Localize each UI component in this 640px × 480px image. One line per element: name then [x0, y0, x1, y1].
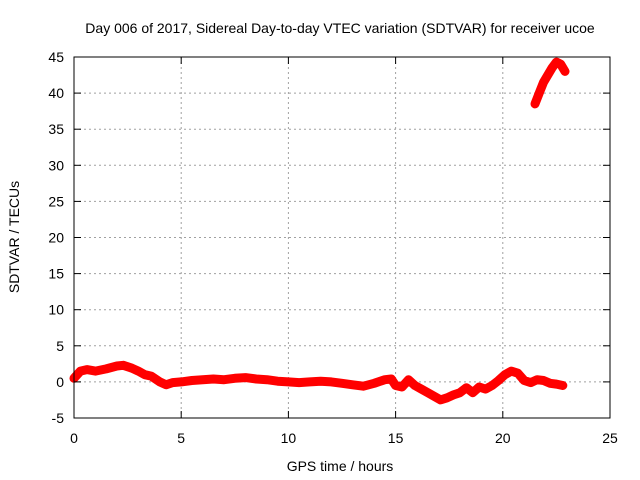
data-point — [507, 367, 516, 376]
data-point — [494, 376, 503, 385]
data-point — [155, 377, 164, 386]
data-point — [391, 381, 400, 390]
y-tick-label: 15 — [48, 266, 64, 282]
data-point — [488, 381, 497, 390]
data-point — [455, 388, 464, 397]
data-point — [230, 374, 239, 383]
data-point — [543, 71, 552, 80]
data-point — [147, 372, 156, 381]
data-point — [531, 99, 539, 108]
data-point — [359, 382, 368, 391]
data-point — [327, 377, 336, 386]
data-point — [481, 385, 490, 394]
x-tick-label: 15 — [388, 430, 404, 446]
data-point — [475, 383, 484, 391]
y-tick-label: 30 — [48, 157, 64, 173]
data-point — [561, 67, 569, 76]
data-point — [380, 375, 389, 384]
data-point — [449, 390, 458, 399]
data-point — [500, 370, 509, 379]
data-point — [398, 383, 406, 391]
data-point — [404, 375, 413, 384]
data-point — [284, 377, 293, 386]
y-tick-label: 40 — [48, 85, 64, 101]
x-tick-label: 0 — [70, 430, 78, 446]
data-point — [462, 383, 471, 392]
x-tick-label: 10 — [281, 430, 297, 446]
ticks: 0 5 10 15 20 25 -5 0 5 10 15 20 25 30 35 40 45 — [48, 49, 618, 446]
x-tick-label: 5 — [177, 430, 185, 446]
y-tick-label: 45 — [48, 49, 64, 65]
data-point — [513, 369, 522, 378]
data-point — [119, 361, 128, 370]
data-point — [468, 388, 477, 397]
data-point — [526, 378, 535, 387]
data-point — [546, 379, 554, 388]
data-point — [539, 376, 548, 385]
chart-title: Day 006 of 2017, Sidereal Day-to-day VTE… — [85, 20, 595, 36]
data-point — [338, 379, 346, 388]
data-point — [209, 375, 218, 383]
data-point — [241, 373, 250, 382]
data-point — [539, 78, 548, 87]
data-point — [82, 365, 91, 374]
data-point — [220, 375, 229, 384]
data-point — [134, 367, 143, 376]
y-tick-label: 5 — [56, 338, 64, 354]
x-tick-label: 25 — [602, 430, 618, 446]
x-axis-label: GPS time / hours — [287, 458, 394, 474]
data-point — [305, 377, 314, 386]
y-tick-label: -5 — [52, 410, 65, 426]
data-point — [168, 378, 177, 387]
data-point — [263, 375, 271, 384]
data-point — [187, 376, 196, 385]
data-point — [91, 367, 100, 376]
data-point — [548, 63, 557, 72]
data-point — [387, 375, 396, 383]
y-tick-label: 25 — [48, 193, 64, 209]
data-point — [436, 395, 445, 404]
data-point — [535, 89, 544, 98]
y-axis-label: SDTVAR / TECUs — [6, 181, 22, 293]
data-point — [198, 375, 207, 384]
data-point — [430, 392, 439, 401]
series-layer — [69, 57, 570, 405]
data-point — [410, 381, 419, 390]
x-tick-label: 20 — [495, 430, 511, 446]
y-tick-label: 35 — [48, 121, 64, 137]
data-point — [552, 380, 561, 389]
data-point — [112, 362, 121, 370]
data-point — [423, 388, 432, 397]
data-point — [162, 380, 171, 389]
data-point — [127, 364, 136, 373]
data-point — [443, 393, 452, 402]
y-tick-label: 10 — [48, 302, 64, 318]
data-point — [252, 375, 261, 383]
data-point — [558, 381, 567, 390]
y-tick-label: 20 — [48, 230, 64, 246]
data-point — [370, 379, 379, 388]
data-point — [177, 377, 186, 386]
data-point — [76, 367, 85, 376]
data-point — [417, 385, 426, 394]
data-point — [140, 370, 149, 379]
data-point — [556, 60, 565, 69]
data-point — [102, 364, 111, 373]
data-point — [295, 378, 304, 387]
data-point — [316, 377, 325, 386]
data-point — [348, 380, 357, 389]
data-point — [533, 375, 542, 384]
y-tick-label: 0 — [56, 374, 64, 390]
data-point — [273, 377, 282, 386]
data-point — [520, 376, 529, 385]
